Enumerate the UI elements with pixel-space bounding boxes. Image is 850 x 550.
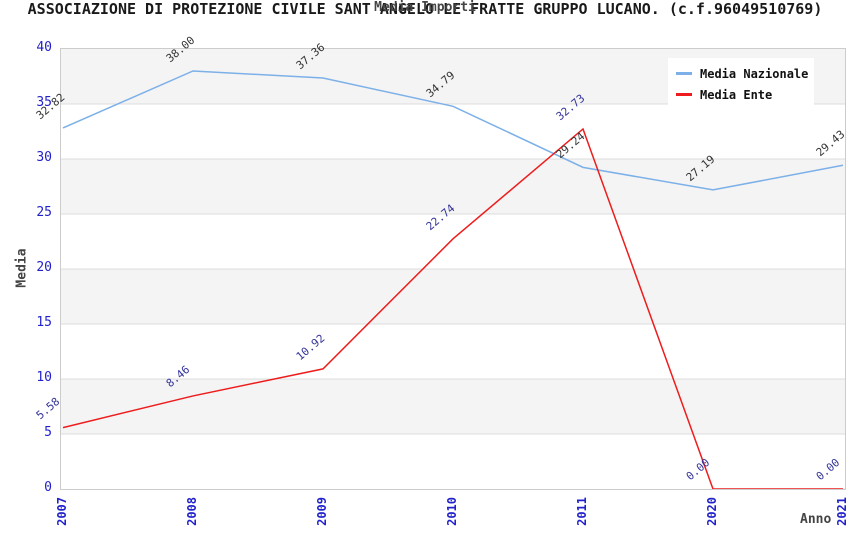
x-tick-label: 2011: [575, 497, 589, 526]
y-tick-label: 10: [36, 370, 52, 385]
series-line-1: [62, 127, 843, 489]
y-tick-label: 30: [36, 150, 52, 165]
plot-svg: [61, 49, 845, 489]
plot-band: [61, 379, 845, 434]
y-tick-label: 20: [36, 260, 52, 275]
y-tick-label: 40: [36, 40, 52, 55]
x-tick-label: 2007: [55, 497, 69, 526]
legend: Media Nazionale Media Ente: [668, 58, 814, 110]
legend-item-0: Media Nazionale: [676, 63, 809, 84]
y-tick-label: 0: [44, 480, 52, 495]
legend-series-dash-icon: [676, 93, 692, 96]
legend-series-label: Media Ente: [700, 87, 773, 102]
chart-title: ASSOCIAZIONE DI PROTEZIONE CIVILE SANT A…: [27, 0, 823, 18]
y-tick-label: 25: [36, 205, 52, 220]
legend-series-label: Media Nazionale: [700, 66, 809, 81]
legend-series-dash-icon: [676, 72, 692, 75]
x-tick-label: 2008: [185, 497, 199, 526]
x-axis-title: Anno: [800, 512, 832, 527]
legend-item-1: Media Ente: [676, 84, 806, 105]
chart-subtitle: Media Importi: [374, 0, 476, 15]
plot-band: [61, 159, 845, 214]
x-tick-label: 2009: [315, 497, 329, 526]
y-tick-label: 15: [36, 315, 52, 330]
plot-band: [61, 269, 845, 324]
x-tick-label: 2010: [445, 497, 459, 526]
plot-area: [60, 48, 846, 490]
data-label: 5.58: [33, 394, 63, 422]
x-tick-label: 2021: [835, 497, 849, 526]
x-tick-label: 2020: [705, 497, 719, 526]
y-tick-label: 5: [44, 425, 52, 440]
y-tick-label: 35: [36, 95, 52, 110]
series-line-0: [62, 70, 844, 191]
